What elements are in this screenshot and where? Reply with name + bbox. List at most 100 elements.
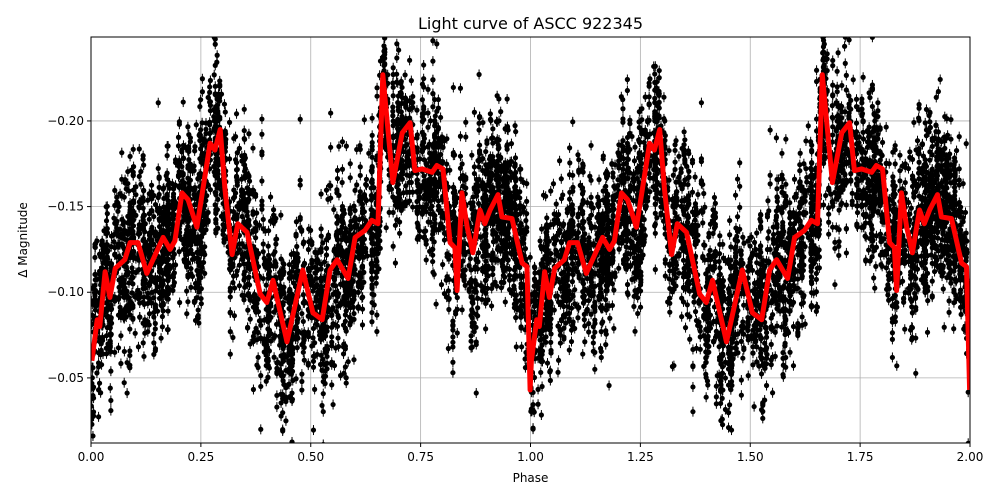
data-point bbox=[294, 243, 300, 250]
data-point bbox=[460, 258, 466, 264]
data-point bbox=[310, 364, 317, 370]
data-point bbox=[719, 416, 725, 422]
data-point bbox=[522, 356, 528, 362]
data-point bbox=[185, 124, 191, 130]
data-point bbox=[951, 300, 957, 306]
data-point bbox=[369, 285, 375, 291]
data-point bbox=[91, 403, 94, 409]
data-point bbox=[310, 358, 317, 364]
data-point bbox=[203, 197, 209, 204]
data-point bbox=[603, 342, 609, 348]
data-point bbox=[690, 363, 696, 369]
data-point bbox=[790, 323, 797, 330]
data-point bbox=[351, 310, 357, 317]
data-point bbox=[690, 346, 696, 353]
data-point bbox=[586, 329, 592, 335]
data-point bbox=[369, 115, 375, 121]
data-point bbox=[719, 395, 725, 401]
data-point bbox=[747, 243, 753, 249]
data-point bbox=[575, 152, 581, 158]
data-point bbox=[369, 147, 375, 153]
data-point bbox=[274, 404, 280, 410]
data-point bbox=[250, 386, 257, 393]
data-point bbox=[259, 202, 265, 208]
data-point bbox=[566, 310, 572, 317]
data-point bbox=[907, 154, 913, 160]
data-point bbox=[569, 279, 575, 285]
data-point bbox=[214, 207, 220, 213]
data-point bbox=[717, 378, 723, 384]
data-point bbox=[586, 321, 592, 327]
data-point bbox=[849, 201, 855, 208]
data-point bbox=[927, 157, 933, 163]
data-point bbox=[787, 349, 793, 355]
data-point bbox=[203, 130, 209, 137]
data-point bbox=[867, 94, 873, 101]
data-point bbox=[283, 418, 289, 424]
data-point bbox=[280, 410, 286, 416]
data-point bbox=[828, 191, 834, 197]
data-point bbox=[180, 99, 186, 105]
data-point bbox=[199, 120, 205, 126]
data-point bbox=[95, 414, 102, 420]
data-point bbox=[535, 386, 541, 392]
data-point bbox=[467, 256, 473, 262]
data-point bbox=[410, 204, 416, 210]
data-point bbox=[722, 375, 729, 381]
data-point bbox=[897, 152, 903, 158]
data-point bbox=[374, 328, 380, 335]
data-point bbox=[402, 72, 408, 78]
data-point bbox=[390, 243, 396, 249]
data-point bbox=[691, 299, 697, 305]
data-point bbox=[923, 133, 930, 139]
data-point bbox=[390, 209, 396, 216]
data-point bbox=[440, 144, 446, 150]
data-point bbox=[108, 407, 114, 414]
data-point bbox=[127, 348, 133, 354]
data-point bbox=[130, 316, 136, 322]
data-point bbox=[484, 140, 490, 146]
data-point bbox=[566, 347, 572, 353]
data-point bbox=[849, 190, 855, 196]
data-point bbox=[642, 94, 648, 100]
data-point bbox=[498, 285, 504, 291]
data-point bbox=[813, 276, 819, 283]
data-point bbox=[933, 94, 939, 101]
data-point bbox=[91, 433, 96, 439]
data-point bbox=[713, 383, 719, 389]
data-point bbox=[502, 299, 508, 305]
data-point bbox=[369, 140, 375, 146]
data-point bbox=[226, 156, 233, 162]
data-point bbox=[717, 233, 723, 239]
data-point bbox=[907, 149, 913, 155]
data-point bbox=[690, 384, 696, 390]
data-point bbox=[123, 294, 129, 300]
data-point bbox=[127, 326, 133, 332]
data-point bbox=[539, 226, 545, 232]
data-point bbox=[690, 409, 696, 415]
data-point bbox=[839, 82, 845, 89]
data-point bbox=[750, 350, 756, 356]
data-point bbox=[713, 394, 719, 400]
data-point bbox=[662, 260, 668, 266]
data-point bbox=[373, 270, 379, 276]
data-point bbox=[421, 76, 427, 82]
data-point bbox=[187, 135, 194, 141]
data-point bbox=[127, 362, 133, 368]
data-point bbox=[434, 41, 440, 47]
data-point bbox=[859, 204, 865, 210]
data-point bbox=[799, 314, 805, 320]
data-point bbox=[750, 344, 756, 350]
data-point bbox=[841, 43, 848, 49]
data-point bbox=[108, 397, 114, 404]
data-point bbox=[286, 381, 292, 387]
data-point bbox=[809, 160, 815, 166]
data-point bbox=[804, 174, 810, 181]
data-point bbox=[938, 254, 944, 260]
data-point bbox=[566, 316, 572, 322]
data-point bbox=[339, 166, 346, 172]
data-point bbox=[278, 256, 284, 262]
data-point bbox=[91, 385, 96, 392]
data-point bbox=[185, 299, 191, 305]
